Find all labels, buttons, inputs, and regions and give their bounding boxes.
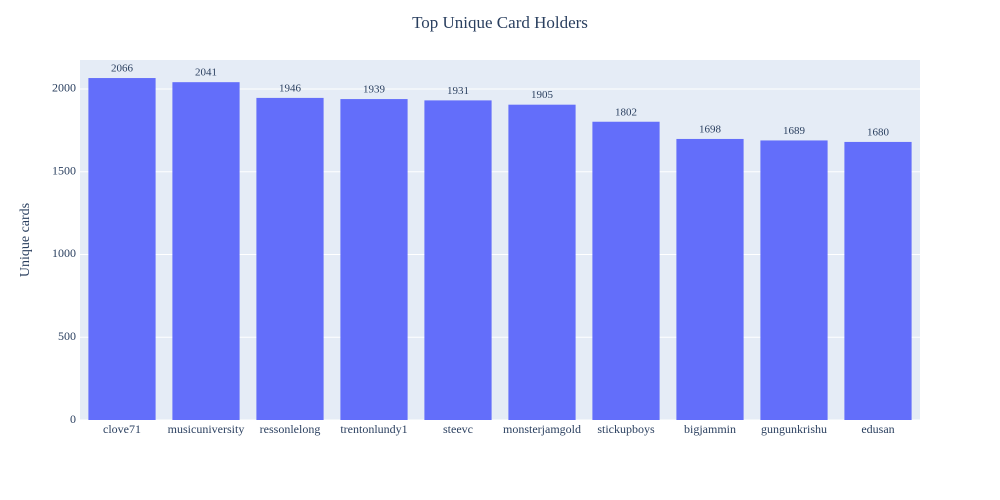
- value-label: 1905: [531, 89, 554, 101]
- x-tick-label: bigjammin: [684, 422, 736, 436]
- value-label: 1689: [783, 125, 806, 137]
- x-tick-label: monsterjamgold: [503, 422, 581, 436]
- x-tick-label: steevc: [443, 422, 473, 436]
- y-tick-label: 1500: [52, 163, 76, 177]
- value-label: 1802: [615, 106, 637, 118]
- value-label: 1931: [447, 85, 469, 97]
- y-tick-label: 1000: [52, 246, 76, 260]
- value-label: 1939: [363, 84, 386, 96]
- value-label: 2066: [111, 63, 134, 75]
- y-axis-label: Unique cards: [18, 203, 33, 277]
- bar: [172, 82, 240, 420]
- chart-title: Top Unique Card Holders: [412, 13, 588, 32]
- y-tick-label: 2000: [52, 81, 76, 95]
- y-tick-label: 500: [58, 329, 76, 343]
- bar: [508, 104, 576, 421]
- bar: [844, 141, 912, 420]
- value-label: 1698: [699, 123, 722, 135]
- value-label: 1680: [867, 126, 890, 138]
- x-tick-label: ressonlelong: [260, 422, 321, 436]
- value-label: 1946: [279, 82, 302, 94]
- bar: [256, 97, 324, 421]
- bar: [760, 140, 828, 420]
- x-tick-label: trentonlundy1: [340, 422, 407, 436]
- bar: [676, 138, 744, 420]
- x-tick-label: stickupboys: [597, 422, 655, 436]
- x-tick-label: edusan: [861, 422, 894, 436]
- bar: [88, 78, 156, 420]
- bar: [424, 100, 492, 421]
- y-tick-label: 0: [70, 412, 76, 426]
- x-tick-label: clove71: [103, 422, 141, 436]
- bar: [340, 99, 408, 420]
- value-label: 2041: [195, 67, 217, 79]
- bar: [592, 121, 660, 421]
- x-tick-label: gungunkrishu: [761, 422, 827, 436]
- x-tick-label: musicuniversity: [168, 422, 245, 436]
